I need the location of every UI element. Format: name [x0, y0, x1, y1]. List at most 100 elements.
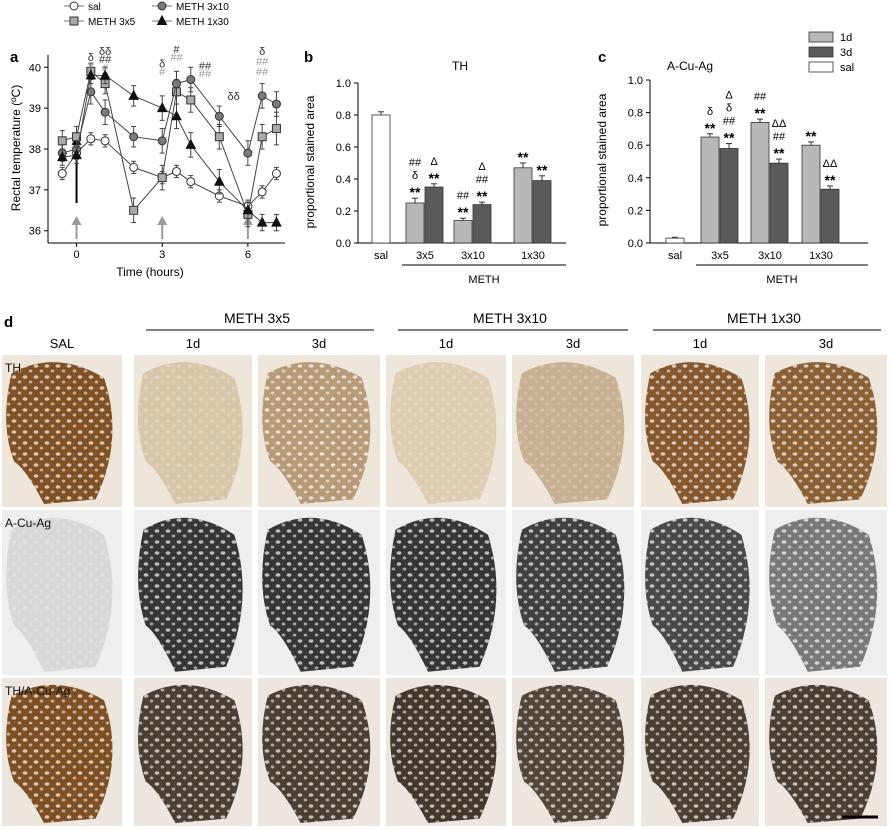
data-point-0 — [129, 162, 139, 172]
significance-mark: ** — [537, 162, 548, 178]
panel-a-y-tick-label: 38 — [29, 144, 41, 156]
y-tick-label: 0.4 — [628, 173, 643, 185]
data-point-3 — [271, 216, 282, 227]
striatum-texture — [390, 684, 497, 824]
series-line-1 — [62, 70, 277, 217]
significance-mark: Δ — [430, 156, 438, 168]
panel-c-chart: c A-Cu-Ag proportional stained area 0.0 0… — [595, 31, 868, 286]
y-tick-label: 1.0 — [336, 78, 351, 90]
significance-mark: δδ — [99, 46, 111, 58]
data-point-1 — [157, 173, 167, 183]
significance-mark: ## — [723, 116, 736, 128]
panel-a-y-axis-label: Rectal temperature (ºC) — [9, 85, 23, 211]
data-point-2 — [100, 107, 110, 117]
bar-1d — [513, 167, 533, 244]
significance-mark: ## — [476, 174, 489, 186]
bar-3d — [719, 148, 739, 244]
significance-mark: ## — [457, 190, 470, 202]
panel-a-x-tick-label: 3 — [159, 249, 165, 261]
data-point-1 — [186, 95, 196, 105]
group-header: METH 3x5 — [224, 310, 290, 326]
data-point-0 — [186, 177, 196, 187]
significance-mark: ## — [256, 66, 269, 78]
column-header: 3d — [566, 336, 580, 351]
striatum-texture — [138, 362, 243, 504]
data-point-3 — [213, 175, 225, 186]
data-point-0 — [271, 169, 281, 179]
panel-b-y-axis-label: proportional stained area — [303, 95, 317, 228]
panel-b-title: TH — [452, 59, 468, 73]
significance-mark: ## — [199, 68, 212, 80]
striatum-texture — [262, 684, 371, 824]
column-header: SAL — [50, 336, 75, 351]
data-point-3 — [256, 216, 268, 227]
data-point-0 — [171, 166, 181, 176]
panel-label-b: b — [304, 49, 313, 66]
category-label: 1x30 — [521, 250, 545, 262]
legend-label-0: 1d — [840, 32, 852, 44]
panel-label-a: a — [10, 49, 19, 66]
striatum-texture — [6, 362, 113, 504]
panel-a-y-tick-label: 39 — [29, 103, 41, 115]
y-tick-label: 0.6 — [336, 142, 351, 154]
striatum-texture — [769, 362, 878, 504]
group-header: METH 3x10 — [473, 310, 547, 326]
panel-label-d: d — [4, 314, 13, 331]
legend-label-2: sal — [840, 62, 854, 74]
striatum-texture — [516, 684, 625, 824]
significance-mark: ** — [518, 149, 529, 165]
significance-mark: ** — [410, 184, 421, 200]
panel-label-c: c — [598, 49, 606, 66]
significance-mark: δδ — [227, 91, 239, 103]
significance-mark: ## — [99, 54, 112, 66]
row-label: TH/A-Cu-Ag — [5, 684, 70, 698]
group-label: METH — [766, 274, 797, 286]
bar-3d — [769, 162, 789, 244]
striatum-texture — [262, 362, 371, 504]
legend-label-1: METH 3x5 — [88, 17, 136, 28]
panel-a-x-axis-label: Time (hours) — [116, 265, 184, 279]
row-label: TH — [5, 361, 21, 375]
data-point-3 — [156, 102, 168, 113]
legend-marker-1 — [69, 16, 79, 26]
significance-mark: ** — [724, 130, 735, 146]
striatum-texture — [769, 684, 878, 824]
legend-label-0: sal — [88, 2, 101, 13]
panel-a-y-tick-label: 37 — [29, 185, 41, 197]
bar-sal — [371, 114, 391, 244]
category-label: 3x5 — [416, 250, 434, 262]
striatum-texture — [138, 517, 243, 672]
legend-label-3: METH 1x30 — [176, 17, 229, 28]
legend-marker-3 — [156, 14, 168, 25]
panel-a-x-tick-label: 6 — [245, 249, 251, 261]
panel-a-y-tick-label: 40 — [29, 62, 41, 74]
data-point-1 — [271, 124, 281, 134]
significance-mark: ** — [755, 105, 766, 121]
significance-mark: ** — [477, 188, 488, 204]
column-header: 1d — [693, 336, 707, 351]
y-tick-label: 0.0 — [336, 238, 351, 250]
significance-mark: δ — [159, 58, 165, 70]
panel-a-y-tick-label: 36 — [29, 226, 41, 238]
legend-swatch-1 — [808, 46, 834, 58]
data-point-0 — [257, 187, 267, 197]
data-point-3 — [171, 110, 182, 121]
y-tick-label: 1.0 — [628, 75, 643, 87]
significance-mark: δ — [259, 46, 265, 58]
panel-b-chart: b TH proportional stained area 0.0 0.2 0.4… — [303, 49, 566, 286]
significance-mark: # — [102, 62, 109, 74]
bar-1d — [750, 121, 770, 244]
injection-arrow-grey-head — [157, 216, 168, 225]
y-tick-label: 0.6 — [628, 140, 643, 152]
significance-mark: ## — [409, 157, 422, 169]
bar-3d — [472, 204, 492, 244]
injection-arrow-grey-head — [71, 216, 82, 225]
significance-mark: ## — [773, 131, 786, 143]
striatum-texture — [390, 517, 497, 672]
y-tick-label: 0.2 — [628, 205, 643, 217]
category-label: sal — [374, 250, 388, 262]
category-label: 3x10 — [758, 250, 782, 262]
data-point-2 — [186, 75, 196, 85]
data-point-3 — [71, 149, 82, 160]
significance-mark: # — [88, 60, 95, 72]
